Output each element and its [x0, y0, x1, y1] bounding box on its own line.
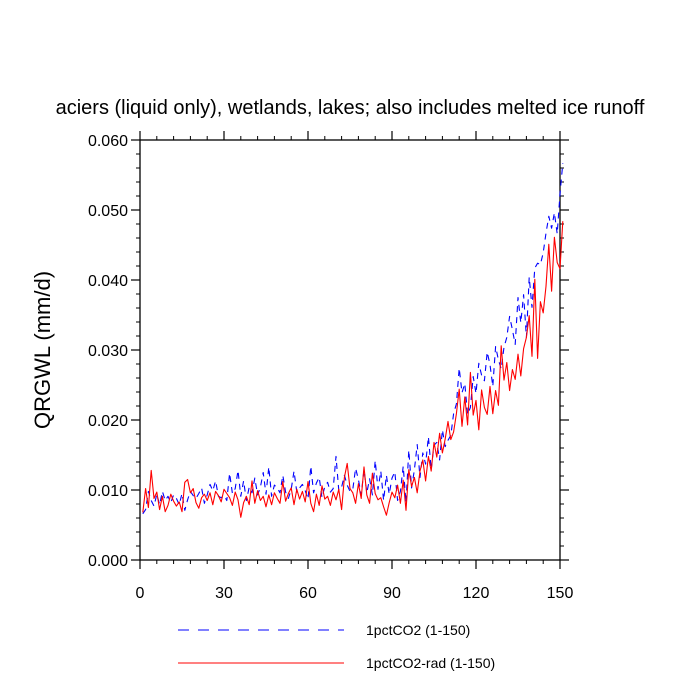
axis-tick-labels: 0 30 60 90 120 150 0.000 0.010 0.020 0.030 0.040 0.…	[88, 133, 573, 602]
y-tick-label: 0.000	[88, 553, 128, 570]
axis-ticks	[131, 131, 569, 569]
y-tick-label: 0.060	[88, 133, 128, 150]
x-tick-label: 0	[136, 585, 145, 602]
y-tick-label: 0.010	[88, 483, 128, 500]
chart-title: aciers (liquid only), wetlands, lakes; a…	[56, 97, 645, 119]
x-tick-label: 120	[463, 585, 490, 602]
y-tick-label: 0.030	[88, 343, 128, 360]
legend-label-1pctCO2: 1pctCO2 (1-150)	[366, 622, 470, 638]
y-tick-label: 0.050	[88, 203, 128, 220]
series-layer	[142, 163, 564, 518]
y-axis-label: QRGWL (mm/d)	[30, 271, 55, 429]
series-line-1pctco2-rad-1-150-	[142, 221, 564, 518]
x-tick-label: 150	[547, 585, 574, 602]
x-tick-label: 60	[299, 585, 317, 602]
series-line-1pctco2-1-150-	[142, 163, 564, 515]
y-tick-label: 0.020	[88, 413, 128, 430]
legend-label-1pctCO2-rad: 1pctCO2-rad (1-150)	[366, 655, 495, 671]
legend: 1pctCO2 (1-150) 1pctCO2-rad (1-150)	[178, 622, 495, 671]
y-tick-label: 0.040	[88, 273, 128, 290]
x-tick-label: 30	[215, 585, 233, 602]
x-tick-label: 90	[383, 585, 401, 602]
plot-frame	[139, 139, 561, 561]
